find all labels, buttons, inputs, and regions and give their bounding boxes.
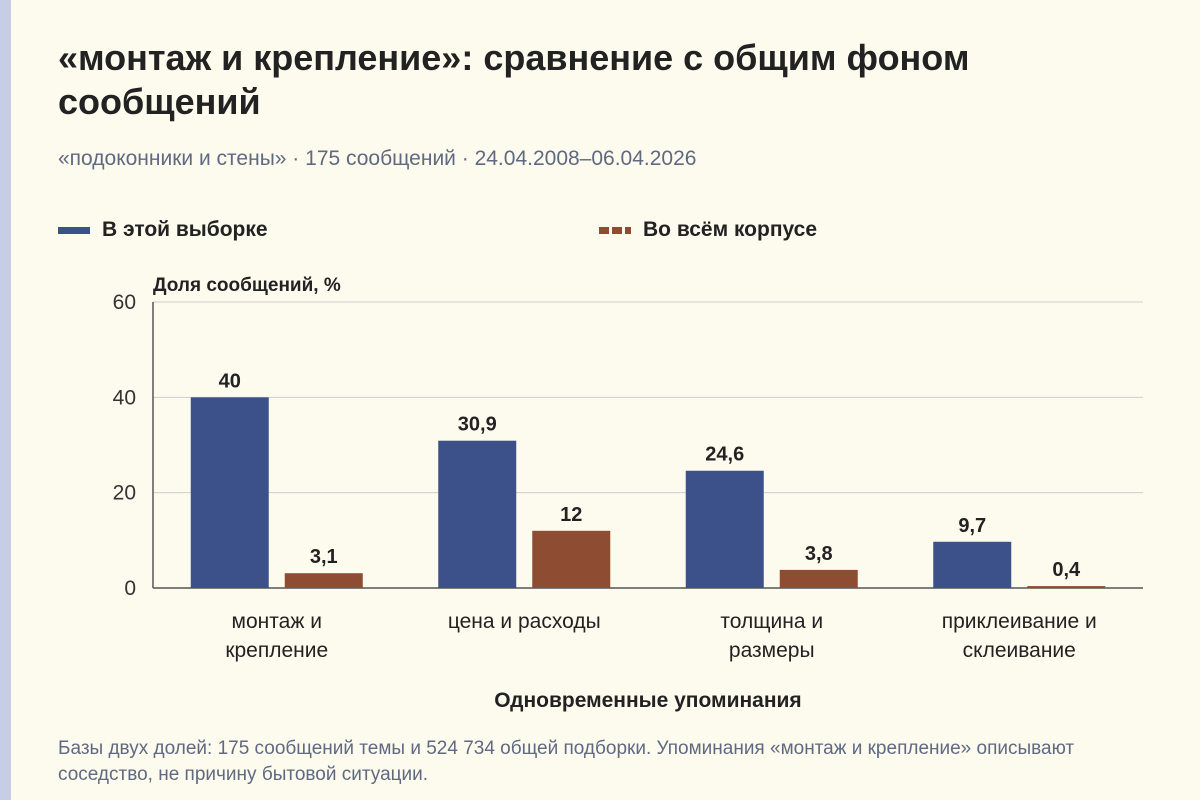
left-accent-strip [0, 0, 11, 800]
bar-sample [438, 440, 517, 588]
y-tick-label: 60 [113, 291, 136, 314]
y-tick-label: 40 [113, 386, 136, 409]
x-tick-label: размеры [729, 639, 815, 662]
x-tick-label: цена и расходы [448, 610, 601, 633]
y-tick-label: 0 [124, 577, 136, 600]
legend-swatch-corpus [599, 226, 631, 234]
data-label: 24,6 [705, 444, 744, 466]
bar-sample [190, 397, 269, 588]
bar-sample [933, 541, 1012, 588]
bar-chart: 0 20 40 60 Доля сообщений, % 40 3,1 монтаж и кре… [113, 275, 1143, 712]
data-label: 3,1 [310, 546, 338, 568]
legend-item-corpus: Во всём корпусе [599, 218, 817, 242]
y-axis-title: Доля сообщений, % [153, 275, 341, 296]
legend-swatch-sample [58, 226, 90, 234]
chart-title: «монтаж и крепление»: сравнение с общим … [58, 37, 970, 122]
bar-corpus [532, 530, 611, 588]
y-tick-label: 20 [113, 482, 136, 505]
chart-footnote: Базы двух долей: 175 сообщений темы и 52… [58, 738, 1075, 785]
x-tick-label: приклеивание и [942, 610, 1097, 633]
legend-item-sample: В этой выборке [58, 218, 268, 242]
data-label: 40 [219, 370, 241, 392]
data-label: 3,8 [805, 543, 833, 565]
bar-sample [685, 470, 764, 588]
legend-label-corpus: Во всём корпусе [643, 218, 818, 241]
chart-subtitle: «подоконники и стены» · 175 сообщений · … [58, 147, 697, 170]
data-label: 30,9 [458, 414, 497, 436]
x-tick-label: склеивание [963, 639, 1076, 662]
bar-corpus [1027, 586, 1106, 588]
bar-corpus [284, 573, 363, 588]
x-axis-title: Одновременные упоминания [494, 689, 801, 712]
data-label: 12 [560, 504, 582, 526]
x-tick-label: крепление [225, 639, 328, 662]
bar-corpus [779, 569, 858, 588]
data-label: 9,7 [958, 515, 986, 537]
data-label: 0,4 [1052, 559, 1081, 581]
x-tick-label: монтаж и [232, 610, 322, 633]
legend-label-sample: В этой выборке [102, 218, 268, 241]
x-tick-label: толщина и [720, 610, 823, 633]
